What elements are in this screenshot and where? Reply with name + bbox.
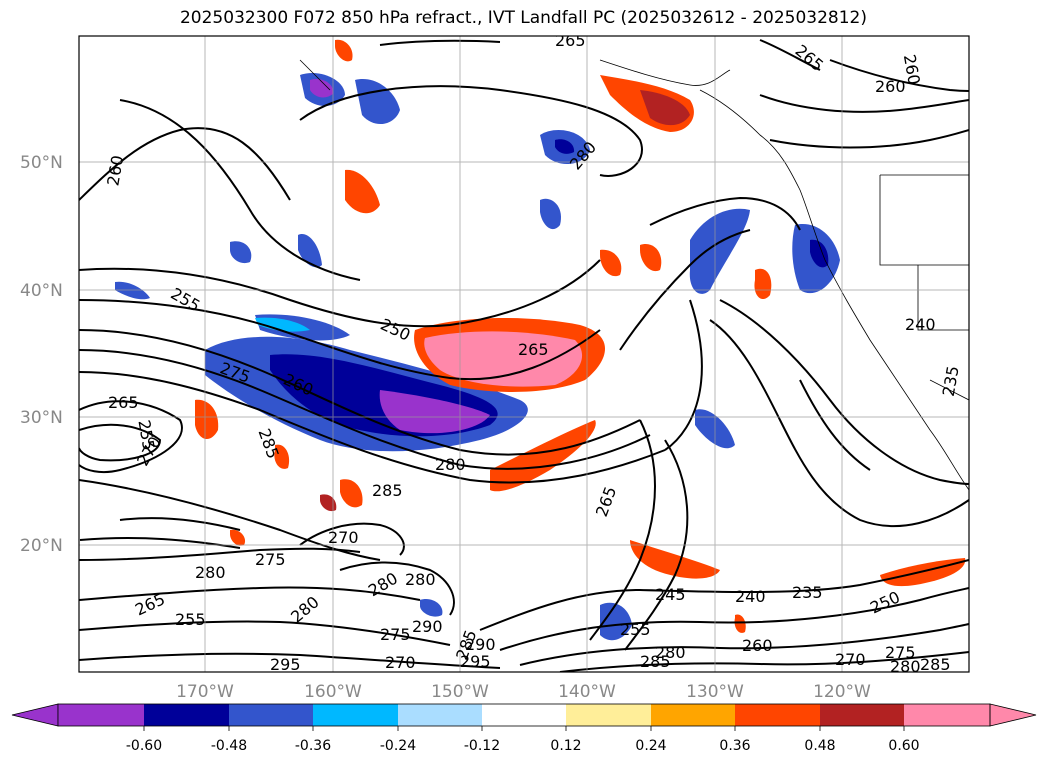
contour-label: 260 [742, 636, 773, 655]
colorbar-segment [482, 704, 566, 726]
contour-label: 260 [875, 77, 906, 96]
colorbar-tick-label: -0.60 [126, 738, 162, 754]
contour-label: 280 [195, 563, 226, 582]
colorbar-tick-label: -0.36 [295, 738, 331, 754]
contour-label: 290 [412, 617, 443, 636]
lon-label: 170°W [176, 682, 234, 702]
colorbar-segment [58, 704, 144, 726]
colorbar-tick-label: 0.12 [550, 738, 581, 754]
map-frame [78, 35, 970, 673]
contour-label: 285 [640, 652, 671, 671]
lon-label: 160°W [304, 682, 362, 702]
map-title: 2025032300 F072 850 hPa refract., IVT La… [179, 8, 867, 28]
colorbar-tick-label: 0.24 [635, 738, 666, 754]
contour-label: 275 [885, 643, 916, 662]
colorbar-tick-label: -0.24 [380, 738, 416, 754]
contour-label: 270 [835, 650, 866, 669]
contour-label: 295 [460, 652, 491, 671]
contour-label: 275 [255, 550, 286, 569]
contour-label: 280 [655, 643, 686, 662]
colorbar-segment [144, 704, 229, 726]
colorbar-tick-label: 0.36 [719, 738, 750, 754]
contour-label: 280 [435, 455, 466, 474]
contour-label: 270 [328, 528, 359, 547]
contour-label: 265 [108, 393, 139, 412]
colorbar-segment [904, 704, 990, 726]
colorbar-segment [398, 704, 482, 726]
contour-label: 285 [372, 481, 403, 500]
colorbar-tick-label: 0.48 [804, 738, 835, 754]
lat-label: 40°N [20, 281, 63, 301]
lat-label: 20°N [20, 536, 63, 556]
lon-label: 150°W [431, 682, 489, 702]
contour-label: 280 [890, 657, 921, 676]
contour-label: 290 [465, 635, 496, 654]
contour-label: 255 [620, 620, 651, 639]
colorbar-tick-label: -0.12 [464, 738, 500, 754]
coastlines [299, 59, 969, 491]
colorbar-tick-label: -0.48 [211, 738, 247, 754]
gridlines [79, 36, 969, 672]
contour-label: 285 [920, 655, 951, 674]
colorbar-segment [651, 704, 735, 726]
contour-label: 265 [555, 31, 586, 50]
contour-label: 270 [385, 653, 416, 672]
contour-label: 255 [175, 610, 206, 629]
colorbar-segment [229, 704, 313, 726]
lon-label: 140°W [558, 682, 616, 702]
negative-anomaly-shading [115, 72, 840, 641]
colorbar-min-extend [11, 703, 59, 727]
contour-label: 295 [270, 655, 301, 674]
lon-label: 120°W [813, 682, 871, 702]
contour-label: 280 [405, 570, 436, 589]
lat-label: 30°N [20, 408, 63, 428]
colorbar-segment [313, 704, 398, 726]
colorbar-segment [820, 704, 904, 726]
contour-label: 240 [905, 315, 936, 334]
lat-label: 50°N [20, 153, 63, 173]
contour-label: 275 [380, 625, 411, 644]
contour-label: 235 [792, 583, 823, 602]
colorbar: -0.60 -0.48 -0.36 -0.24 -0.12 0.12 0.24 … [11, 703, 1037, 754]
colorbar-tick-label: 0.60 [888, 738, 919, 754]
contour-label: 245 [655, 585, 686, 604]
colorbar-segment [735, 704, 820, 726]
map-plot-area: 265 265 260 260 255 250 265 275 260 265 … [79, 31, 969, 676]
colorbar-segment [566, 704, 651, 726]
contour-label: 240 [735, 587, 766, 606]
lon-label: 130°W [686, 682, 744, 702]
colorbar-max-extend [989, 703, 1037, 727]
contour-label: 265 [518, 340, 549, 359]
